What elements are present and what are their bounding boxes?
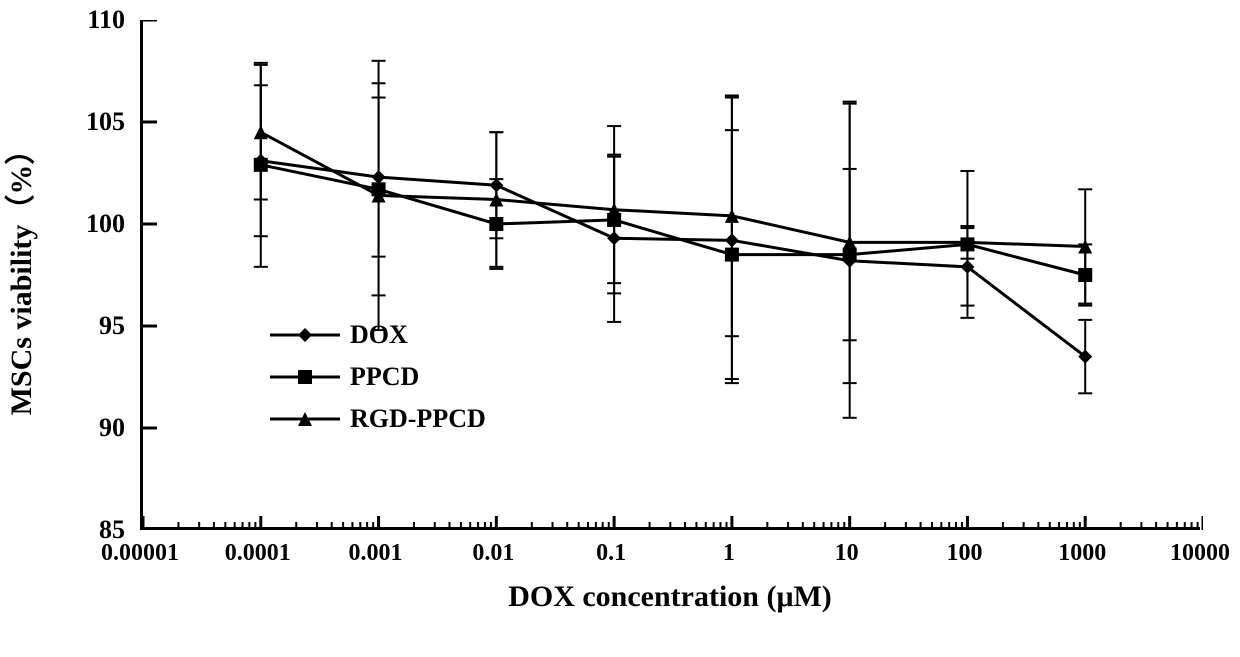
legend-item: DOX	[270, 320, 486, 350]
chart-container: 859095100105110 0.000010.00010.0010.010.…	[0, 0, 1240, 657]
legend-label: DOX	[350, 320, 408, 350]
legend: DOX PPCD RGD-PPCD	[270, 320, 486, 446]
x-tick-label: 10000	[1170, 540, 1230, 567]
x-tick-label: 0.0001	[225, 540, 291, 567]
plot-area	[140, 20, 1200, 530]
legend-label: PPCD	[350, 362, 419, 392]
y-axis-title: MSCs viability（%）	[0, 135, 40, 416]
legend-item: PPCD	[270, 362, 486, 392]
legend-swatch	[270, 324, 340, 346]
x-tick-label: 0.01	[472, 540, 514, 567]
legend-label: RGD-PPCD	[350, 404, 486, 434]
y-tick-label: 90	[0, 413, 125, 443]
x-tick-label: 0.00001	[101, 540, 179, 567]
legend-item: RGD-PPCD	[270, 404, 486, 434]
plot-svg	[143, 20, 1203, 530]
x-tick-label: 1	[723, 540, 735, 567]
x-tick-label: 0.1	[596, 540, 626, 567]
legend-swatch	[270, 408, 340, 430]
y-tick-label: 110	[0, 5, 125, 35]
x-axis-title: DOX concentration (μM)	[508, 580, 832, 614]
x-tick-label: 10	[835, 540, 859, 567]
x-tick-label: 0.001	[349, 540, 403, 567]
y-tick-label: 105	[0, 107, 125, 137]
legend-swatch	[270, 366, 340, 388]
x-tick-label: 1000	[1058, 540, 1106, 567]
x-tick-label: 100	[946, 540, 982, 567]
